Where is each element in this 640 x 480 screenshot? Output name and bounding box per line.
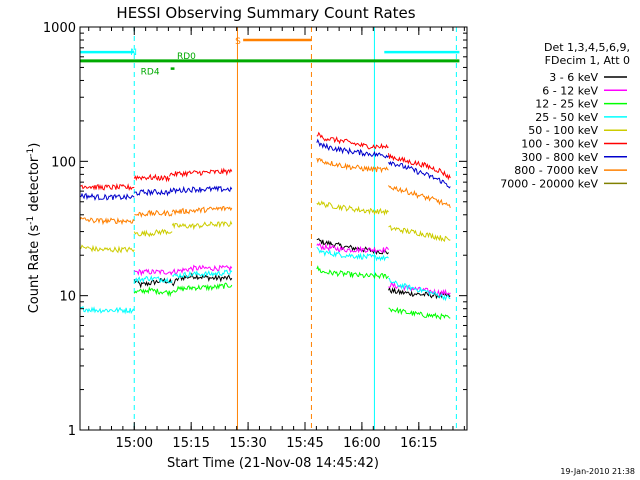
series-line bbox=[388, 306, 451, 321]
flag-label-s: S bbox=[235, 37, 241, 47]
y-axis: 1 10 100 1000 bbox=[43, 21, 467, 439]
series-line bbox=[171, 264, 233, 275]
y-axis-label-end: ) bbox=[27, 143, 42, 148]
series-line bbox=[316, 237, 389, 256]
legend-label: 300 - 800 keV bbox=[521, 151, 598, 164]
flag-label-n: N bbox=[130, 48, 137, 58]
plot-area: N S RD0 RD4 bbox=[79, 27, 460, 431]
series-line bbox=[169, 185, 233, 195]
x-tick-label: 15:00 bbox=[116, 436, 153, 451]
legend-label: 100 - 300 keV bbox=[521, 138, 598, 151]
x-tick-label: 16:00 bbox=[343, 436, 380, 451]
flag-label-rd4: RD4 bbox=[141, 68, 160, 78]
series-line bbox=[79, 192, 135, 201]
series-line bbox=[171, 282, 233, 293]
legend-header-1: Det 1,3,4,5,6,9, bbox=[544, 41, 630, 54]
legend-header-2: FDecim 1, Att 0 bbox=[545, 54, 630, 67]
series-line bbox=[316, 157, 389, 174]
series-line bbox=[169, 167, 233, 178]
x-tick-label: 16:15 bbox=[400, 436, 437, 451]
y-tick-label: 1000 bbox=[43, 21, 76, 36]
y-tick-label: 100 bbox=[51, 155, 76, 170]
series-line bbox=[79, 216, 135, 226]
series-line bbox=[79, 182, 135, 191]
x-tick-label: 15:45 bbox=[286, 436, 323, 451]
series-line bbox=[316, 242, 389, 254]
legend: Det 1,3,4,5,6,9, FDecim 1, Att 0 3 - 6 k… bbox=[500, 41, 630, 190]
series-line bbox=[171, 220, 233, 231]
series-line bbox=[79, 244, 135, 254]
y-tick-label: 1 bbox=[68, 424, 76, 439]
x-tick-label: 15:30 bbox=[229, 436, 266, 451]
legend-label: 12 - 25 keV bbox=[535, 98, 598, 111]
y-axis-label-sup1: -1 bbox=[26, 216, 36, 225]
series-line bbox=[134, 209, 173, 218]
series-line bbox=[388, 160, 451, 189]
series-line bbox=[134, 188, 170, 197]
y-axis-label: Count Rate (s-1 detector-1) bbox=[26, 143, 42, 314]
y-axis-label-main: Count Rate (s bbox=[27, 225, 42, 314]
y-axis-label-mid: detector bbox=[27, 156, 42, 216]
series-line bbox=[171, 272, 233, 287]
flag-label-rd0: RD0 bbox=[177, 52, 196, 62]
series-line bbox=[133, 173, 170, 183]
series-line bbox=[388, 225, 451, 243]
series-line bbox=[171, 269, 233, 279]
series-line bbox=[388, 153, 451, 181]
series-line bbox=[133, 277, 173, 289]
series-line bbox=[133, 286, 173, 298]
legend-label: 3 - 6 keV bbox=[549, 71, 598, 84]
x-axis: 15:00 15:15 15:30 15:45 16:00 16:15 bbox=[88, 27, 465, 451]
legend-label: 7000 - 20000 keV bbox=[500, 177, 598, 190]
series-line bbox=[388, 185, 451, 209]
series-line bbox=[316, 265, 389, 280]
series-line bbox=[388, 277, 451, 302]
series-line bbox=[171, 205, 233, 216]
series-line bbox=[316, 131, 389, 150]
series-line bbox=[316, 200, 389, 216]
series-line bbox=[316, 138, 389, 159]
legend-label: 25 - 50 keV bbox=[535, 111, 598, 124]
chart-title: HESSI Observing Summary Count Rates bbox=[116, 4, 415, 22]
y-axis-label-sup2: -1 bbox=[26, 148, 36, 157]
legend-label: 50 - 100 keV bbox=[528, 124, 598, 137]
x-axis-label: Start Time (21-Nov-08 14:45:42) bbox=[167, 456, 379, 471]
legend-label: 6 - 12 keV bbox=[542, 84, 598, 97]
plot-frame bbox=[79, 26, 468, 431]
series-line bbox=[133, 275, 173, 284]
y-tick-label: 10 bbox=[59, 290, 76, 305]
series-line bbox=[133, 268, 173, 277]
series-line bbox=[133, 228, 173, 238]
legend-label: 800 - 7000 keV bbox=[514, 164, 598, 177]
series-line bbox=[316, 246, 389, 262]
series-line bbox=[79, 306, 135, 315]
generation-timestamp: 19-Jan-2010 21:38 bbox=[560, 467, 635, 476]
x-tick-label: 15:15 bbox=[172, 436, 209, 451]
